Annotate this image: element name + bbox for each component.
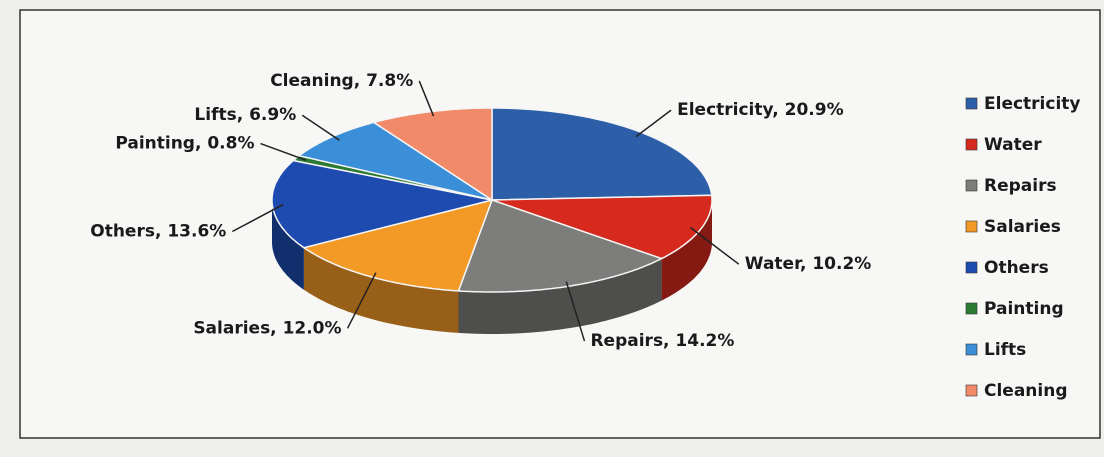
- leader-line: [565, 281, 586, 342]
- slice-side: [661, 200, 712, 301]
- leader-line: [689, 226, 740, 265]
- legend-swatch: [965, 384, 978, 397]
- legend-swatch: [965, 97, 978, 110]
- slice: [457, 199, 664, 293]
- slice-side: [272, 200, 304, 290]
- data-label: Cleaning, 7.8%: [270, 71, 413, 91]
- data-label: Repairs, 14.2%: [590, 331, 734, 351]
- legend-label: Salaries: [984, 217, 1061, 237]
- data-label: Electricity, 20.9%: [677, 100, 844, 120]
- leader-line: [346, 272, 377, 329]
- legend-swatch: [965, 138, 978, 151]
- legend-label: Painting: [984, 299, 1064, 319]
- slice: [302, 198, 494, 292]
- legend-label: Electricity: [984, 94, 1081, 114]
- legend-label: Water: [984, 135, 1042, 155]
- legend-label: Cleaning: [984, 381, 1068, 401]
- legend-label: Lifts: [984, 340, 1026, 360]
- slice: [271, 159, 493, 249]
- data-label: Lifts, 6.9%: [194, 105, 296, 125]
- legend-swatch: [965, 220, 978, 233]
- slice: [491, 194, 713, 260]
- data-label: Salaries, 12.0%: [193, 318, 341, 338]
- legend-swatch: [965, 343, 978, 356]
- leader-line: [301, 114, 340, 141]
- slice: [297, 121, 493, 201]
- data-label: Others, 13.6%: [90, 222, 226, 242]
- data-label: Water, 10.2%: [745, 254, 872, 274]
- legend-swatch: [965, 179, 978, 192]
- legend-swatch: [965, 302, 978, 315]
- slice: [372, 107, 493, 202]
- leader-line: [231, 203, 284, 233]
- legend-label: Others: [984, 258, 1049, 278]
- leader-line: [260, 142, 307, 161]
- slice: [491, 107, 713, 201]
- legend-swatch: [965, 261, 978, 274]
- legend-label: Repairs: [984, 176, 1057, 196]
- leader-line: [635, 109, 672, 138]
- data-label: Painting, 0.8%: [115, 134, 254, 154]
- slice-side: [303, 247, 459, 333]
- leader-line: [418, 80, 435, 117]
